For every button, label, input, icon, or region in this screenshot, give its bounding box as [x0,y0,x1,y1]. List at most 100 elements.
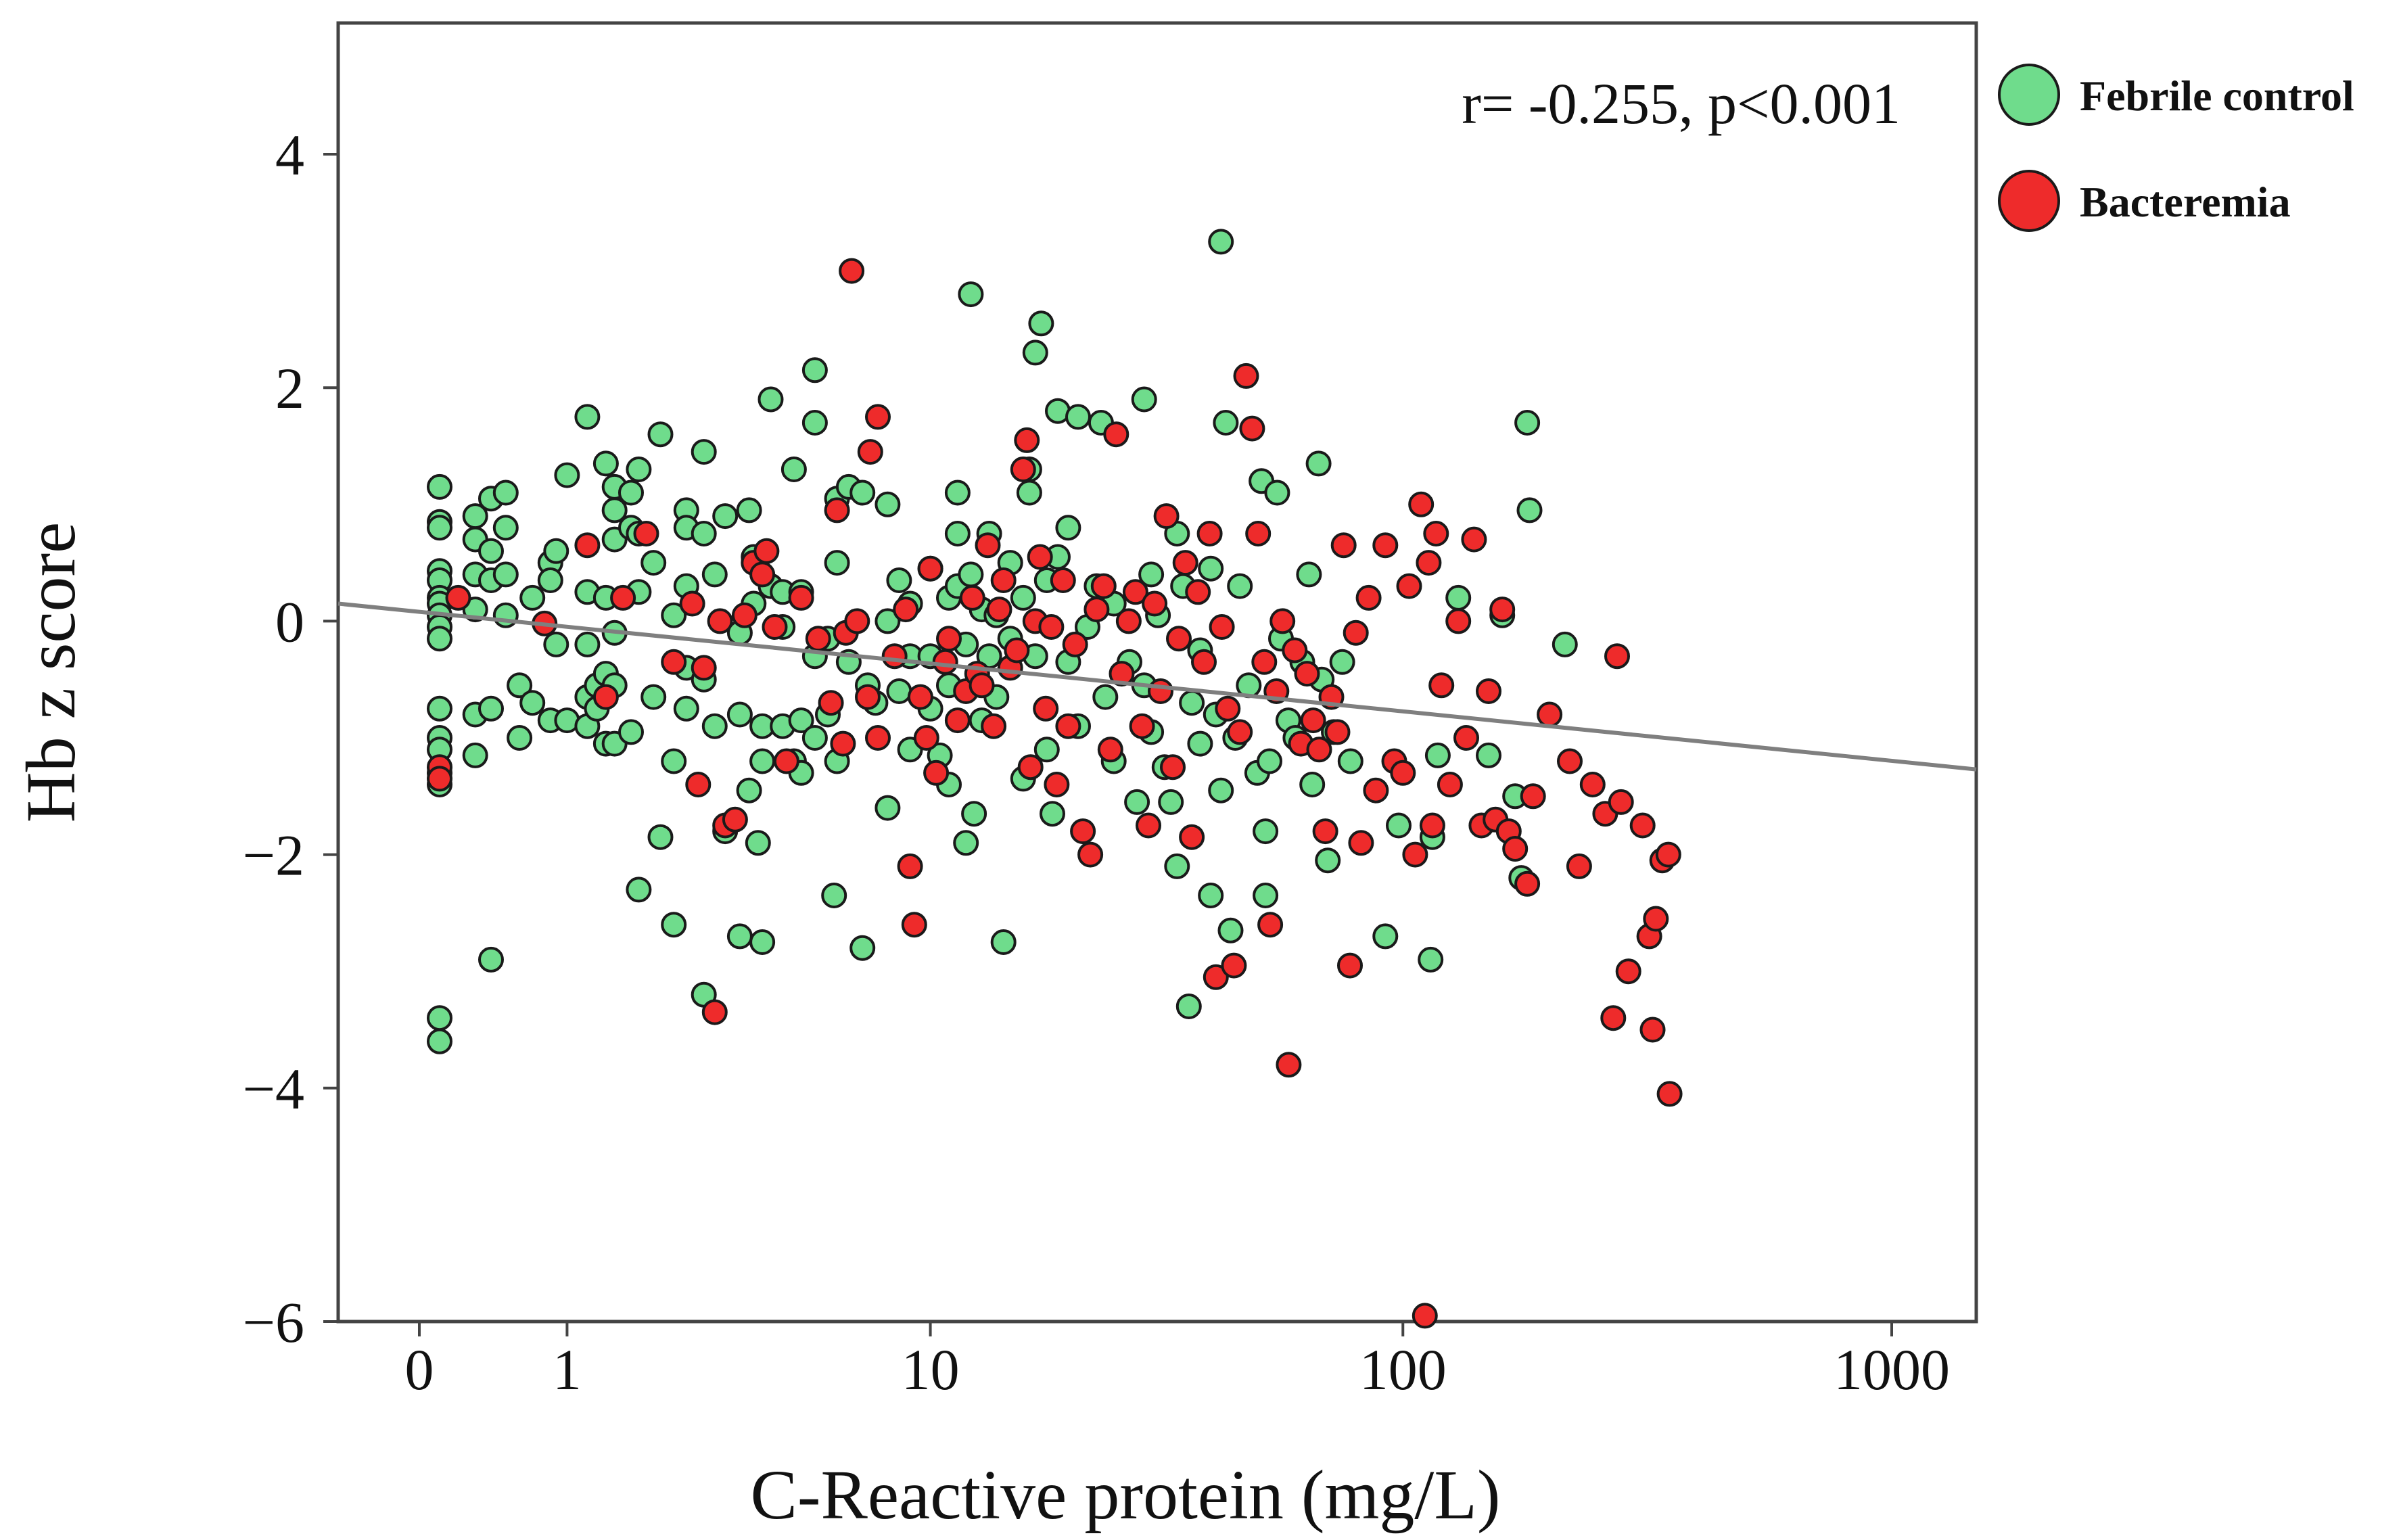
plot-frame [336,21,1978,1324]
point-bacteremia [1639,1017,1666,1043]
point-bacteremia [707,608,733,634]
point-febrile-control [1299,772,1326,797]
point-febrile-control [953,830,979,856]
point-febrile-control [1213,410,1239,436]
point-febrile-control [519,584,546,611]
point-bacteremia [1343,620,1369,646]
point-bacteremia [1276,1052,1302,1078]
point-bacteremia [1629,812,1656,839]
point-febrile-control [1022,340,1048,366]
point-febrile-control [661,748,687,774]
point-febrile-control [1516,497,1543,523]
point-febrile-control [640,684,667,710]
point-febrile-control [726,923,753,950]
point-bacteremia [1514,870,1541,897]
point-bacteremia [923,760,950,786]
point-febrile-control [1217,917,1244,943]
point-bacteremia [1453,725,1479,751]
point-bacteremia [944,707,971,734]
point-bacteremia [1579,772,1606,797]
point-bacteremia [1330,532,1357,559]
point-febrile-control [875,795,901,821]
point-bacteremia [1372,532,1399,559]
point-febrile-control [1033,737,1060,763]
legend-label-febrile-control: Febrile control [2080,72,2354,120]
point-febrile-control [961,801,987,827]
point-bacteremia [661,649,687,675]
point-febrile-control [492,515,519,541]
point-bacteremia [1142,590,1168,617]
point-bacteremia [1179,824,1205,850]
point-febrile-control [462,742,488,768]
x-axis: 0 1 10 100 1000 [405,1322,1950,1402]
point-bacteremia [722,806,748,833]
point-bacteremia [1153,503,1180,530]
point-bacteremia [1209,614,1235,640]
point-febrile-control [1131,386,1157,413]
point-febrile-control [661,602,687,628]
point-febrile-control [958,561,984,588]
point-febrile-control [1158,789,1184,815]
point-bacteremia [1282,637,1308,663]
point-bacteremia [969,672,995,699]
x-tick-label: 1000 [1834,1337,1950,1402]
legend-marker-febrile-control [1998,64,2060,126]
point-bacteremia [818,690,844,716]
x-tick-label: 100 [1359,1337,1447,1402]
y-tick-label: 4 [275,122,304,187]
point-bacteremia [1033,695,1059,722]
point-bacteremia [762,614,788,640]
point-febrile-control [1337,748,1363,774]
legend-label-bacteremia: Bacteremia [2080,178,2291,226]
point-bacteremia [844,608,870,634]
point-bacteremia [839,258,865,284]
point-bacteremia [1245,521,1272,546]
point-bacteremia [1557,748,1583,774]
point-febrile-control [478,695,504,722]
point-febrile-control [1092,684,1119,710]
point-bacteremia [1423,521,1449,546]
point-febrile-control [1418,946,1444,973]
point-bacteremia [1077,841,1104,868]
point-febrile-control [1424,742,1451,768]
point-bacteremia [1044,772,1070,797]
point-febrile-control [1476,742,1501,768]
point-febrile-control [519,690,546,716]
point-febrile-control [543,631,569,657]
point-febrile-control [757,386,784,413]
point-bacteremia [1233,363,1259,389]
point-bacteremia [865,725,891,751]
point-bacteremia [1437,772,1463,797]
point-bacteremia [932,649,958,675]
point-febrile-control [749,929,776,955]
point-febrile-control [554,462,580,488]
point-febrile-control [1055,515,1081,541]
point-bacteremia [857,439,883,465]
point-bacteremia [1419,812,1445,839]
point-febrile-control [1016,480,1042,506]
point-bacteremia [917,555,943,582]
point-bacteremia [1148,678,1173,704]
point-bacteremia [610,584,636,611]
point-bacteremia [1166,626,1192,652]
point-bacteremia [427,766,452,792]
point-febrile-control [427,515,452,541]
point-bacteremia [1412,1303,1438,1329]
point-febrile-control [507,725,533,751]
point-febrile-control [673,695,699,722]
point-febrile-control [592,450,619,477]
fit-line [337,601,1977,772]
x-axis-title: C-Reactive protein (mg/L) [751,1456,1501,1534]
point-bacteremia [1050,567,1076,593]
point-bacteremia [1656,1081,1683,1107]
point-bacteremia [1312,818,1338,845]
point-bacteremia [1566,853,1592,879]
point-febrile-control [875,608,901,634]
point-febrile-control [780,457,807,482]
point-bacteremia [1416,550,1442,576]
point-febrile-control [749,748,776,774]
point-bacteremia [1017,754,1044,780]
point-bacteremia [1655,841,1681,868]
y-tick-label: −2 [242,823,304,888]
